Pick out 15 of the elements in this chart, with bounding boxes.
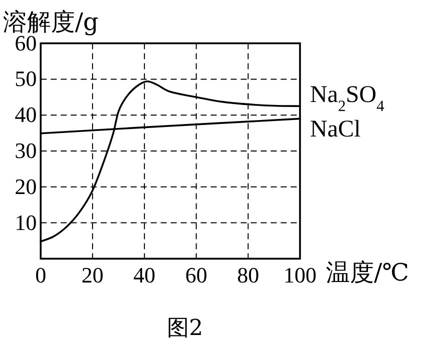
x-tick-label: 60	[185, 262, 208, 288]
y-tick-label: 50	[14, 66, 37, 92]
y-tick-label: 20	[14, 174, 37, 199]
x-tick-label: 80	[237, 262, 260, 288]
y-tick-label: 10	[14, 210, 37, 235]
x-tick-label: 40	[133, 262, 156, 288]
x-tick-label: 20	[82, 262, 104, 288]
y-tick-label: 30	[14, 138, 37, 163]
caption: 图2	[167, 316, 203, 341]
y-tick-label: 40	[14, 102, 37, 128]
x-tick-label: 100	[284, 262, 316, 288]
series-label: NaCl	[310, 116, 361, 143]
x-axis-title: 温度/℃	[326, 258, 409, 287]
series-label: Na$_{2}$SO$_{4}$	[310, 82, 384, 115]
x-tick-label: 0	[35, 262, 46, 288]
